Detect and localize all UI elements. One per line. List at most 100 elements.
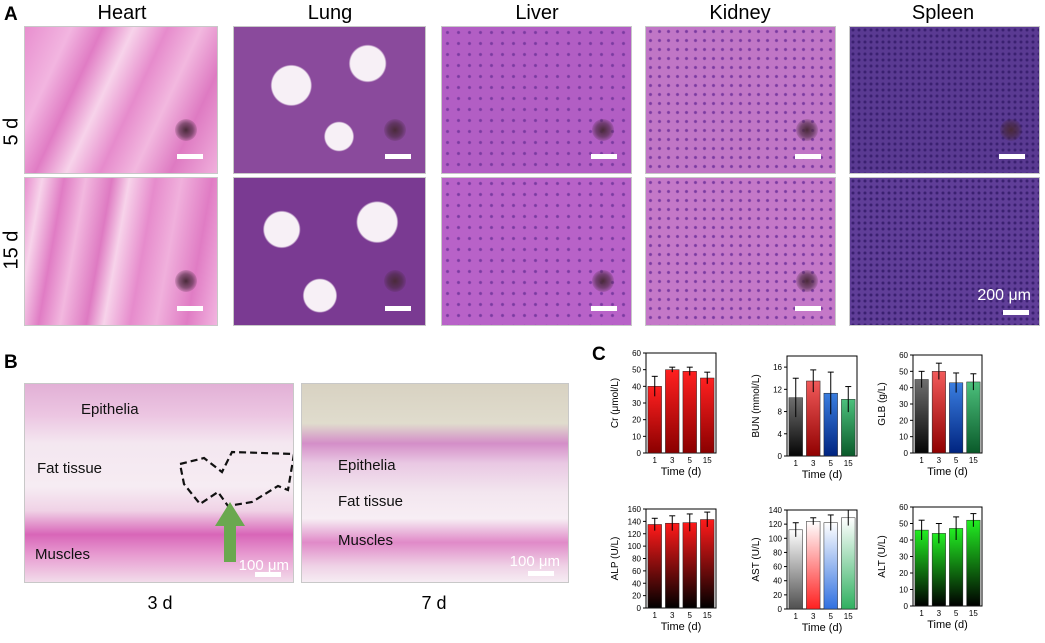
y-tick-label: 30 bbox=[632, 399, 641, 408]
y-tick-label: 40 bbox=[899, 384, 908, 393]
bar bbox=[806, 521, 821, 610]
x-tick-label: 15 bbox=[703, 456, 712, 465]
x-tick-label: 1 bbox=[919, 456, 924, 465]
y-tick-label: 20 bbox=[632, 416, 641, 425]
panel-b-letter: B bbox=[4, 352, 18, 373]
y-tick-label: 30 bbox=[899, 400, 908, 409]
scale-label-100um-3d: 100 μm bbox=[238, 557, 289, 574]
histology-lung-5d bbox=[233, 26, 426, 174]
x-tick-label: 3 bbox=[811, 459, 816, 468]
y-tick-label: 80 bbox=[632, 555, 641, 564]
histology-spleen-15d: 200 μm bbox=[849, 177, 1040, 326]
x-tick-label: 15 bbox=[969, 456, 978, 465]
x-tick-label: 3 bbox=[670, 456, 675, 465]
y-tick-label: 0 bbox=[778, 452, 783, 461]
bar bbox=[949, 382, 964, 454]
label-fat-tissue-3d: Fat tissue bbox=[37, 460, 103, 477]
plot-frame bbox=[786, 509, 858, 610]
x-tick-label: 3 bbox=[670, 611, 675, 620]
y-tick-label: 20 bbox=[899, 569, 908, 578]
x-tick-label: 1 bbox=[794, 459, 799, 468]
bar bbox=[682, 371, 697, 454]
histology-liver-5d bbox=[441, 26, 632, 174]
bar bbox=[806, 380, 821, 457]
y-tick-label: 0 bbox=[904, 449, 909, 458]
x-axis-label: Time (d) bbox=[927, 466, 968, 478]
x-tick-label: 1 bbox=[794, 612, 799, 621]
histology-kidney-15d bbox=[645, 177, 836, 326]
y-tick-label: 100 bbox=[769, 534, 783, 543]
label-fat-tissue-7d: Fat tissue bbox=[338, 493, 404, 510]
column-title-liver: Liver bbox=[515, 2, 559, 24]
bar bbox=[665, 522, 680, 609]
y-tick-label: 20 bbox=[899, 416, 908, 425]
y-tick-label: 0 bbox=[637, 449, 642, 458]
x-axis-label: Time (d) bbox=[661, 621, 702, 633]
y-tick-label: 4 bbox=[778, 430, 783, 439]
y-tick-label: 60 bbox=[899, 351, 908, 360]
y-tick-label: 60 bbox=[773, 563, 782, 572]
caption-7d: 7 d bbox=[421, 593, 447, 613]
y-tick-label: 0 bbox=[778, 605, 783, 614]
y-tick-label: 40 bbox=[632, 382, 641, 391]
bar bbox=[914, 379, 929, 454]
bar bbox=[647, 386, 662, 454]
y-tick-label: 0 bbox=[904, 602, 909, 611]
x-tick-label: 1 bbox=[653, 611, 658, 620]
plot-frame bbox=[786, 355, 858, 457]
label-epithelia-7d: Epithelia bbox=[338, 457, 396, 474]
x-tick-label: 1 bbox=[653, 456, 658, 465]
skin-histology-7d: Epithelia Fat tissue Muscles 100 μm bbox=[301, 383, 569, 583]
y-tick-label: 20 bbox=[773, 591, 782, 600]
histology-liver-15d bbox=[441, 177, 632, 326]
scale-label-200um: 200 μm bbox=[977, 287, 1031, 304]
y-axis-label: ALP (U/L) bbox=[610, 537, 621, 581]
y-axis-label: BUN (mmol/L) bbox=[751, 374, 762, 437]
y-tick-label: 160 bbox=[628, 505, 642, 514]
y-tick-label: 140 bbox=[628, 517, 642, 526]
y-axis-label: GLB (g/L) bbox=[877, 382, 888, 425]
bar bbox=[700, 519, 715, 609]
y-tick-label: 40 bbox=[773, 577, 782, 586]
y-tick-label: 120 bbox=[769, 520, 783, 529]
label-muscles-7d: Muscles bbox=[338, 532, 394, 549]
y-tick-label: 12 bbox=[773, 385, 782, 394]
y-tick-label: 60 bbox=[632, 567, 641, 576]
y-tick-label: 10 bbox=[632, 432, 641, 441]
x-axis-label: Time (d) bbox=[802, 469, 843, 481]
histology-heart-5d bbox=[24, 26, 218, 174]
bar bbox=[665, 369, 680, 454]
bar bbox=[949, 528, 964, 607]
row-label-15d: 15 d bbox=[0, 230, 23, 270]
y-tick-label: 10 bbox=[899, 586, 908, 595]
x-axis-label: Time (d) bbox=[802, 622, 843, 634]
bar bbox=[966, 519, 981, 607]
y-axis-label: Cr (μmol/L) bbox=[610, 378, 621, 428]
x-tick-label: 5 bbox=[688, 456, 693, 465]
y-tick-label: 80 bbox=[773, 548, 782, 557]
x-tick-label: 3 bbox=[937, 456, 942, 465]
panel-a-letter: A bbox=[4, 4, 18, 25]
y-tick-label: 100 bbox=[628, 542, 642, 551]
y-axis-label: ALT (U/L) bbox=[877, 535, 888, 577]
x-tick-label: 1 bbox=[919, 609, 924, 618]
scale-label-100um-7d: 100 μm bbox=[509, 553, 560, 570]
y-tick-label: 50 bbox=[632, 366, 641, 375]
panel-c-letter: C bbox=[592, 344, 606, 365]
y-tick-label: 40 bbox=[899, 536, 908, 545]
x-tick-label: 3 bbox=[811, 612, 816, 621]
y-axis-label: AST (U/L) bbox=[751, 537, 762, 581]
bar bbox=[823, 522, 838, 610]
bar bbox=[682, 522, 697, 609]
skin-histology-3d: Epithelia Fat tissue Muscles 100 μm bbox=[24, 383, 294, 583]
x-axis-label: Time (d) bbox=[927, 619, 968, 631]
x-tick-label: 5 bbox=[829, 459, 834, 468]
x-tick-label: 5 bbox=[954, 609, 959, 618]
y-tick-label: 8 bbox=[778, 408, 783, 417]
column-title-heart: Heart bbox=[97, 2, 147, 24]
